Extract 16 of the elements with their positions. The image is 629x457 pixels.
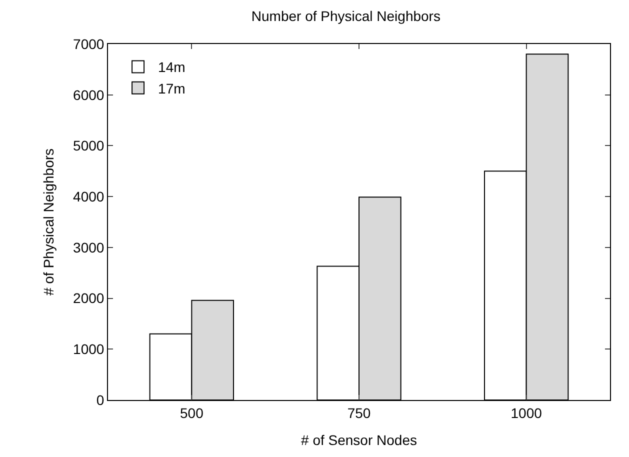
- y-tick-label: 6000: [73, 86, 104, 103]
- y-tick-label: 2000: [73, 290, 104, 306]
- legend-label: 17m: [158, 80, 186, 96]
- y-tick-label: 5000: [73, 138, 104, 154]
- y-tick-label: 7000: [73, 36, 104, 52]
- x-axis-title: # of Sensor Nodes: [301, 432, 417, 448]
- chart-title: Number of Physical Neighbors: [251, 8, 440, 24]
- y-tick-label: 4000: [73, 188, 104, 204]
- x-tick-label: 1000: [510, 404, 542, 421]
- y-tick-label: 0: [96, 392, 104, 408]
- y-axis-title: # of Physical Neighbors: [40, 148, 57, 296]
- y-tick-label: 1000: [73, 341, 104, 358]
- x-tick-label: 500: [180, 404, 204, 421]
- x-tick-label: 750: [347, 404, 371, 421]
- y-tick-label: 3000: [73, 239, 104, 256]
- legend-label: 14m: [158, 59, 186, 76]
